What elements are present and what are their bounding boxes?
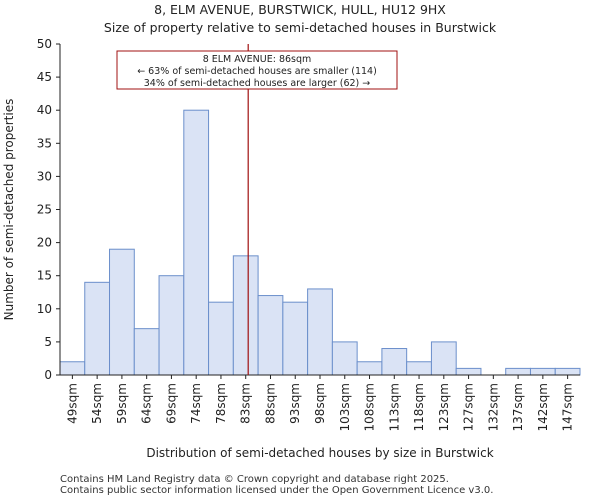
x-tick-label: 64sqm	[140, 383, 154, 424]
histogram-bar	[331, 341, 358, 376]
x-tick-label: 113sqm	[387, 383, 401, 431]
x-tick-label: 59sqm	[115, 383, 129, 424]
histogram-bar	[529, 367, 556, 376]
annotation-line-1: 8 ELM AVENUE: 86sqm	[203, 54, 312, 65]
histogram-bar	[208, 301, 234, 376]
chart-subtitle: Size of property relative to semi-detach…	[103, 20, 497, 35]
x-tick-label: 93sqm	[288, 383, 302, 424]
x-tick-label: 83sqm	[239, 383, 253, 424]
x-tick-label: 88sqm	[263, 383, 277, 424]
y-tick-label: 40	[37, 103, 52, 117]
histogram-bar	[381, 348, 408, 376]
x-tick-label: 98sqm	[313, 383, 327, 424]
x-tick-label: 49sqm	[65, 383, 79, 424]
y-tick-label: 30	[37, 169, 52, 183]
y-tick-label: 15	[37, 269, 52, 283]
histogram-bar	[356, 361, 383, 376]
y-axis-label: Number of semi-detached properties	[2, 99, 16, 321]
x-tick-label: 78sqm	[214, 383, 228, 424]
annotation-line-2: ← 63% of semi-detached houses are smalle…	[137, 66, 377, 77]
histogram-bar	[505, 367, 531, 376]
x-tick-label: 108sqm	[363, 383, 377, 431]
x-tick-label: 74sqm	[189, 383, 203, 424]
histogram-bar	[307, 288, 333, 376]
histogram-bar	[554, 367, 581, 376]
histogram-bar	[109, 248, 135, 376]
x-tick-label: 137sqm	[511, 383, 525, 431]
histogram-bar	[158, 275, 185, 376]
x-tick-label: 132sqm	[486, 383, 500, 431]
x-tick-label: 118sqm	[412, 383, 426, 431]
histogram-bar	[257, 295, 284, 376]
y-tick-label: 45	[37, 70, 52, 84]
y-tick-label: 0	[44, 368, 52, 382]
histogram-bar	[430, 341, 457, 376]
y-tick-label: 10	[37, 302, 52, 316]
histogram-bar	[282, 301, 309, 376]
histogram-bar	[133, 328, 160, 376]
y-tick-label: 35	[37, 136, 52, 150]
x-axis-label: Distribution of semi-detached houses by …	[146, 446, 493, 460]
x-tick-label: 123sqm	[437, 383, 451, 431]
histogram-bar	[455, 367, 482, 376]
x-tick-label: 142sqm	[536, 383, 550, 431]
footer-line-1: Contains HM Land Registry data © Crown c…	[60, 474, 449, 485]
x-tick-label: 127sqm	[462, 383, 476, 431]
histogram-bar	[84, 281, 111, 376]
x-tick-label: 69sqm	[164, 383, 178, 424]
histogram-bar	[232, 255, 259, 376]
footer-line-2: Contains public sector information licen…	[60, 485, 494, 496]
y-tick-label: 20	[37, 236, 52, 250]
y-tick-label: 50	[37, 37, 52, 51]
annotation-box	[116, 50, 398, 90]
annotation-line-3: 34% of semi-detached houses are larger (…	[144, 78, 371, 89]
x-tick-label: 103sqm	[338, 383, 352, 431]
chart-title: 8, ELM AVENUE, BURSTWICK, HULL, HU12 9HX	[154, 2, 446, 17]
y-tick-label: 5	[44, 335, 52, 349]
histogram-bar	[406, 361, 432, 376]
y-tick-label: 25	[37, 203, 52, 217]
x-tick-label: 54sqm	[90, 383, 104, 424]
histogram-bar	[59, 361, 86, 376]
histogram-bar	[183, 109, 210, 376]
x-tick-label: 147sqm	[561, 383, 575, 431]
